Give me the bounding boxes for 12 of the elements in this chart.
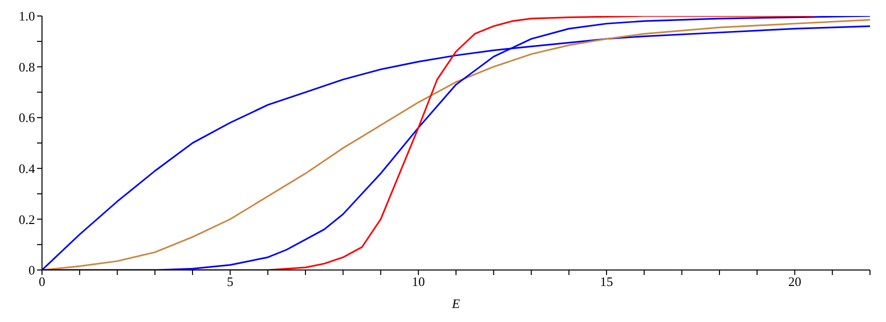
x-axis-title: E xyxy=(451,296,460,311)
x-tick-label: 10 xyxy=(412,274,425,290)
x-tick-label: 5 xyxy=(226,274,234,290)
x-tick-label: 20 xyxy=(788,274,802,290)
x-tick-label: 15 xyxy=(600,274,614,290)
y-tick-label: 0.6 xyxy=(18,110,36,126)
x-tick-label: 0 xyxy=(38,274,46,290)
y-tick-label: 0.2 xyxy=(18,212,35,227)
y-tick-label: 1.0 xyxy=(18,8,35,24)
y-tick-label: 0 xyxy=(28,262,35,278)
y-tick-label: 0.8 xyxy=(18,59,35,74)
y-tick-label: 0.4 xyxy=(18,161,36,176)
